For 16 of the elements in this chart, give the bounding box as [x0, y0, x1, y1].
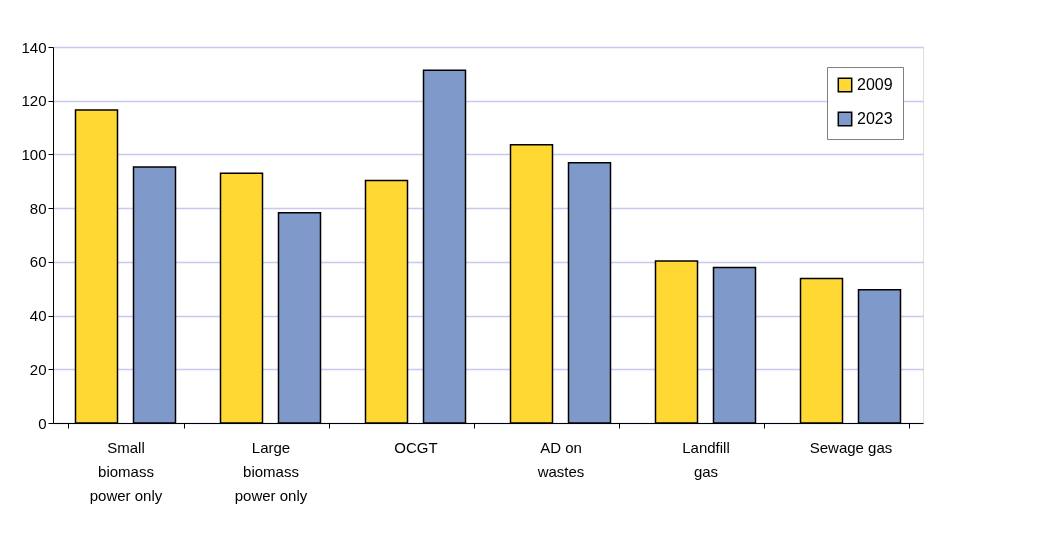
- x-tick-label: Sewage gas: [809, 438, 893, 456]
- y-tick-label: 0: [38, 414, 47, 432]
- y-tick-label: 120: [21, 92, 47, 110]
- y-tick-label: 20: [29, 360, 47, 378]
- x-tick-label: Landfill gas: [682, 438, 730, 480]
- y-tick-label: 40: [29, 307, 47, 325]
- y-tick-label: 100: [21, 145, 47, 163]
- y-tick-label: 140: [21, 38, 47, 56]
- legend-label: 2023: [857, 110, 893, 127]
- x-tick-label: OCGT: [394, 438, 438, 456]
- y-tick-label: 60: [29, 253, 47, 271]
- x-tick-label: Small biomass power only: [89, 438, 163, 504]
- x-tick-label: Large biomass power only: [234, 438, 308, 504]
- y-tick-label: 80: [29, 199, 47, 217]
- x-tick-label: AD on wastes: [536, 438, 585, 480]
- legend-label: 2009: [857, 76, 893, 93]
